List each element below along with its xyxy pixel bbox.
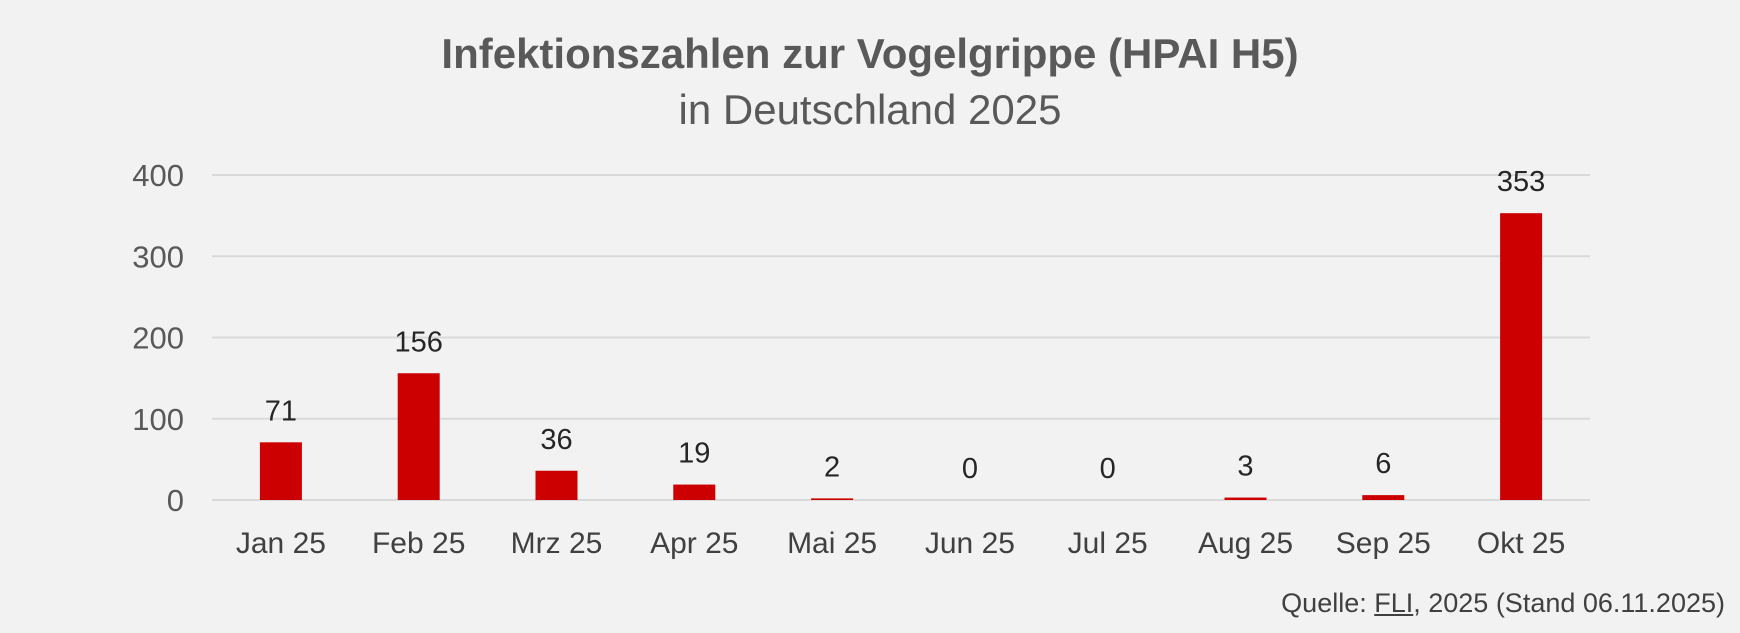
- chart-title-block: Infektionszahlen zur Vogelgrippe (HPAI H…: [0, 26, 1740, 138]
- data-label-8: 6: [1375, 448, 1391, 480]
- bar-7: [1224, 497, 1267, 500]
- source-prefix: Quelle:: [1281, 588, 1375, 618]
- data-label-2: 36: [540, 424, 572, 456]
- chart-subtitle: in Deutschland 2025: [678, 86, 1062, 133]
- y-tick-label-100: 100: [132, 402, 184, 437]
- x-tick-label-5: Jun 25: [925, 527, 1015, 560]
- data-label-3: 19: [678, 438, 710, 470]
- x-tick-label-7: Aug 25: [1198, 527, 1293, 560]
- source-note: Quelle: FLI, 2025 (Stand 06.11.2025): [1281, 588, 1725, 619]
- source-link[interactable]: FLI: [1374, 588, 1414, 618]
- x-tick-label-2: Mrz 25: [511, 527, 603, 560]
- source-suffix: , 2025 (Stand 06.11.2025): [1413, 588, 1725, 618]
- data-label-1: 156: [395, 326, 443, 358]
- bar-4: [811, 498, 854, 500]
- data-label-5: 0: [962, 453, 978, 485]
- data-label-6: 0: [1100, 453, 1116, 485]
- x-tick-label-8: Sep 25: [1336, 527, 1431, 560]
- data-label-7: 3: [1237, 451, 1253, 483]
- y-tick-label-300: 300: [132, 239, 184, 274]
- x-tick-label-9: Okt 25: [1477, 527, 1565, 560]
- x-tick-label-0: Jan 25: [236, 527, 326, 560]
- x-tick-label-4: Mai 25: [787, 527, 877, 560]
- bar-1: [397, 373, 440, 500]
- chart-title: Infektionszahlen zur Vogelgrippe (HPAI H…: [441, 30, 1299, 77]
- x-tick-label-3: Apr 25: [650, 527, 738, 560]
- bar-8: [1362, 495, 1405, 500]
- bar-3: [673, 484, 716, 500]
- bar-9: [1500, 213, 1543, 500]
- data-label-9: 353: [1497, 166, 1545, 198]
- y-tick-label-400: 400: [132, 158, 184, 193]
- data-label-4: 2: [824, 451, 840, 483]
- x-tick-label-6: Jul 25: [1068, 527, 1148, 560]
- data-label-0: 71: [265, 395, 297, 427]
- y-tick-label-200: 200: [132, 321, 184, 356]
- bar-2: [535, 470, 578, 500]
- bar-0: [259, 442, 302, 500]
- y-tick-label-0: 0: [167, 483, 184, 518]
- x-tick-label-1: Feb 25: [372, 527, 465, 560]
